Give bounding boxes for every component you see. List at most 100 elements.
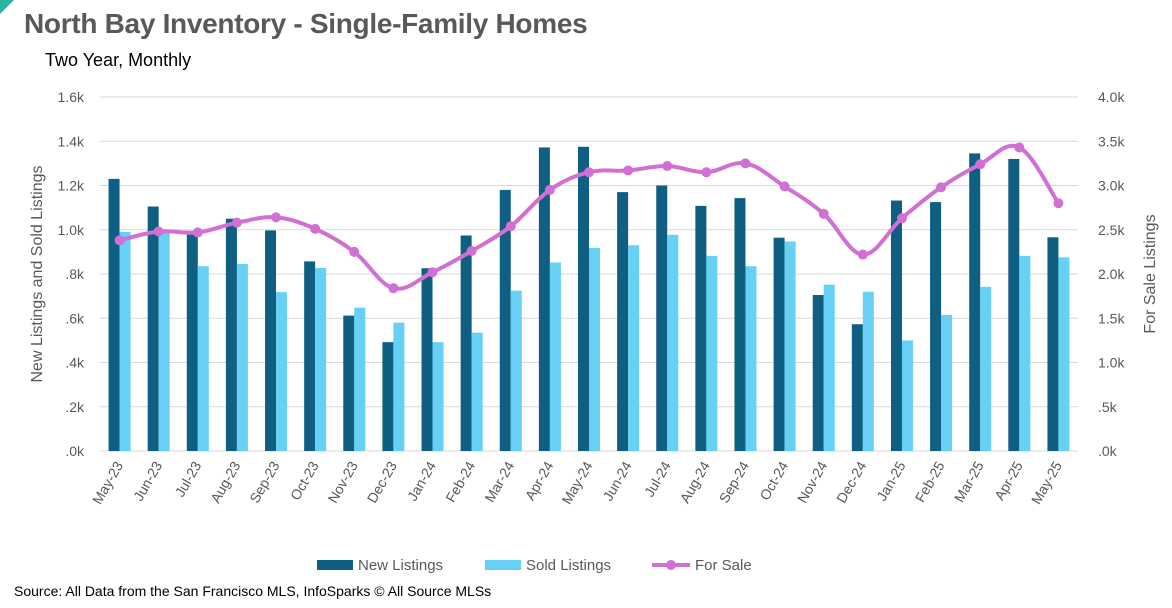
sold-listings-bar (510, 290, 522, 451)
new-listings-bar (421, 268, 433, 451)
sold-listings-bar (236, 264, 248, 451)
sold-listings-bar (901, 340, 913, 451)
x-tick-label: Apr-25 (991, 458, 1026, 503)
for-sale-point (427, 267, 438, 278)
right-tick-label: 1.0k (1098, 355, 1125, 371)
new-listings-bar (147, 206, 159, 451)
legend-swatch-new-listings (317, 560, 353, 570)
right-axis-ticks: .0k .5k 1.0k 1.5k 2.0k 2.5k 3.0k 3.5k 4.0k (1098, 89, 1125, 459)
x-tick-label: Apr-24 (522, 458, 557, 503)
sold-listings-bar (315, 268, 327, 451)
right-axis-label: For Sale Listings (1142, 214, 1159, 333)
right-tick-label: 4.0k (1098, 89, 1125, 105)
sold-listings-bar (1019, 255, 1031, 451)
right-tick-label: 3.5k (1098, 133, 1125, 149)
left-tick-label: .8k (65, 266, 85, 282)
x-tick-label: Dec-24 (833, 458, 870, 505)
for-sale-point (779, 181, 790, 192)
new-listings-bar (851, 324, 863, 451)
x-tick-label: Feb-24 (442, 458, 478, 505)
new-listings-bar (265, 230, 277, 451)
new-listings-bar (343, 315, 355, 451)
x-tick-label: Aug-23 (207, 458, 244, 505)
x-tick-label: Mar-25 (951, 458, 987, 505)
sold-listings-bar (354, 307, 366, 451)
x-tick-label: Jul-24 (641, 458, 674, 499)
left-axis-label: New Listings and Sold Listings (29, 165, 46, 382)
x-tick-label: May-24 (558, 458, 595, 507)
new-listings-bar (656, 185, 668, 451)
new-listings-bar (186, 231, 198, 451)
x-tick-label: May-25 (1028, 458, 1065, 507)
for-sale-point (623, 165, 634, 176)
legend-label-sold-listings: Sold Listings (526, 557, 611, 574)
sold-listings-bar (119, 231, 131, 451)
legend-label-new-listings: New Listings (358, 557, 443, 574)
right-tick-label: 1.5k (1098, 310, 1125, 326)
new-listings-bar (890, 200, 902, 451)
new-listings-bar (930, 202, 942, 451)
corner-accent (0, 0, 14, 14)
sold-listings-bar (1058, 257, 1070, 451)
x-tick-label: Nov-24 (794, 458, 831, 505)
sold-listings-bar (549, 262, 561, 451)
x-axis-ticks: May-23 Jun-23 Jul-23 Aug-23 Sep-23 Oct-23 Nov-… (89, 458, 1065, 507)
left-tick-label: 1.6k (58, 89, 85, 105)
sold-listings-bar (589, 247, 600, 451)
new-listings-bar (538, 147, 550, 451)
x-tick-label: Sep-24 (716, 458, 753, 505)
new-listings-bar (695, 205, 707, 451)
x-tick-label: Aug-24 (677, 458, 714, 505)
new-listings-bar (108, 178, 120, 452)
x-tick-label: Jul-23 (171, 458, 204, 499)
sold-listings-bar (745, 266, 757, 451)
sold-listings-bar (823, 284, 835, 451)
sold-listings-bar (158, 229, 170, 451)
sold-listings-bar (706, 255, 718, 451)
for-sale-point (936, 182, 947, 193)
sold-listings-bar (862, 291, 874, 451)
sold-listings-bar (667, 234, 679, 451)
x-tick-label: Feb-25 (912, 458, 948, 505)
for-sale-point (349, 246, 360, 257)
for-sale-point (505, 221, 516, 232)
new-listings-bar (617, 192, 629, 451)
new-listings-bar (460, 235, 472, 451)
left-tick-label: .4k (65, 355, 85, 371)
chart-title: North Bay Inventory - Single-Family Home… (24, 8, 588, 39)
for-sale-point (466, 245, 477, 256)
right-tick-label: .0k (1098, 443, 1118, 459)
for-sale-point (231, 217, 242, 228)
x-tick-label: May-23 (89, 458, 126, 507)
legend-swatch-sold-listings (485, 560, 521, 570)
right-tick-label: .5k (1098, 399, 1118, 415)
x-tick-label: Jun-24 (599, 458, 634, 503)
bar-series (108, 146, 1070, 452)
for-sale-point (896, 213, 907, 224)
line-series (114, 142, 1064, 294)
chart-subtitle: Two Year, Monthly (45, 50, 192, 70)
new-listings-bar (499, 189, 511, 452)
sold-listings-bar (980, 286, 992, 451)
for-sale-point (662, 161, 673, 172)
for-sale-point (153, 226, 164, 237)
sold-listings-bar (276, 292, 288, 451)
new-listings-bar (1008, 158, 1020, 451)
legend-label-for-sale: For Sale (695, 557, 752, 574)
for-sale-point (857, 249, 868, 260)
for-sale-point (584, 167, 594, 178)
sold-listings-bar (784, 241, 796, 451)
sold-listings-bar (471, 332, 483, 451)
new-listings-bar (773, 237, 785, 451)
left-tick-label: .6k (65, 310, 85, 326)
new-listings-bar (382, 342, 394, 451)
right-tick-label: 2.5k (1098, 222, 1125, 238)
sold-listings-bar (628, 245, 640, 451)
for-sale-point (192, 227, 203, 238)
for-sale-point (310, 223, 321, 234)
for-sale-point (740, 158, 751, 169)
left-tick-label: 1.2k (58, 178, 85, 194)
left-axis-ticks: .0k .2k .4k .6k .8k 1.0k 1.2k 1.4k 1.6k (58, 89, 85, 459)
sold-listings-bar (432, 342, 444, 451)
new-listings-bar (578, 146, 589, 451)
